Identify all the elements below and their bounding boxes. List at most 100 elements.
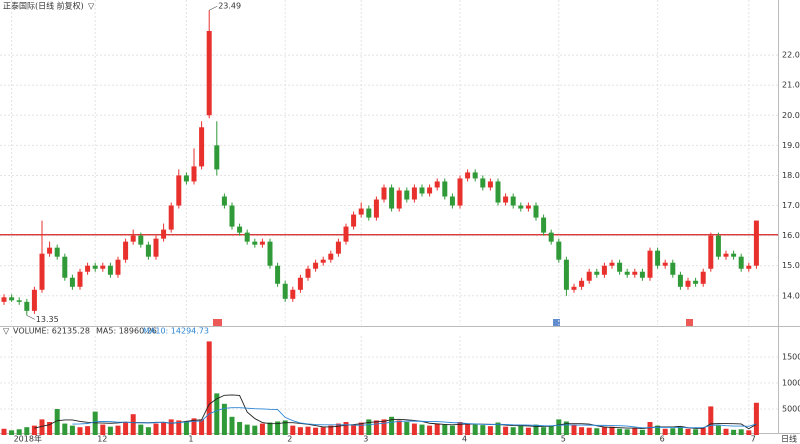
volume-bar (655, 425, 661, 435)
volume-bar (434, 423, 440, 435)
volume-label: VOLUME: 62135.28 (13, 327, 90, 336)
candle-body (381, 187, 387, 200)
candle-body (495, 181, 501, 203)
volume-bar (267, 422, 273, 435)
candle-body (252, 241, 258, 245)
event-icon[interactable] (553, 319, 560, 326)
candle-body (389, 187, 395, 209)
candle-body (77, 271, 83, 287)
period-label[interactable]: 日线 (781, 434, 797, 444)
candle-body (624, 271, 630, 275)
event-icon[interactable] (213, 319, 222, 326)
volume-bar (381, 419, 387, 435)
menu-icon[interactable]: ▽ (88, 2, 95, 11)
candle-body (9, 297, 15, 301)
volume-bar (9, 430, 15, 435)
volume-bar (153, 423, 159, 435)
volume-bar (571, 424, 577, 435)
candle-body (206, 30, 212, 116)
candle-body (738, 256, 744, 269)
candle-body (617, 262, 623, 272)
volume-bar (647, 422, 653, 435)
candle-body (92, 265, 98, 269)
volume-bar (373, 420, 379, 435)
candle-body (373, 199, 379, 218)
candle-body (313, 262, 319, 269)
volume-bar (351, 424, 357, 435)
volume-bar (670, 428, 676, 435)
x-tick-label: 1 (188, 435, 193, 444)
volume-bar (320, 427, 326, 435)
candle-body (24, 301, 30, 311)
volume-bar (123, 422, 129, 435)
candle-body (715, 235, 721, 257)
candle-body (100, 265, 106, 269)
candle-body (168, 205, 174, 230)
candle-body (351, 214, 357, 227)
candle-body (115, 259, 121, 275)
volume-bar (252, 425, 258, 435)
volume-bar (609, 426, 615, 435)
volume-bar (427, 425, 433, 435)
candle-body (297, 277, 303, 290)
volume-bar (693, 429, 699, 435)
volume-bar (510, 427, 516, 435)
volume-bar (594, 428, 600, 435)
volume-bar (183, 421, 189, 435)
x-tick-label: 12 (97, 435, 107, 444)
y-tick-label: 15.00 (782, 261, 800, 270)
volume-bar (723, 428, 729, 435)
volume-bar (662, 428, 668, 435)
volume-bar (259, 423, 265, 435)
volume-bar (639, 429, 645, 435)
candle-body (525, 205, 531, 209)
volume-bar (92, 411, 98, 435)
volume-bar (115, 425, 121, 435)
candle-body (130, 235, 136, 242)
candle-body (427, 187, 433, 194)
candle-body (647, 250, 653, 278)
candle-body (503, 196, 509, 203)
event-icon[interactable] (686, 319, 693, 326)
volume-bar (617, 428, 623, 435)
volume-bar (358, 422, 364, 435)
volume-bar (715, 425, 721, 435)
volume-bar (335, 423, 341, 435)
y-tick-label: 5000 (782, 405, 800, 414)
candle-body (62, 256, 68, 278)
candle-body (655, 250, 661, 266)
candle-body (662, 262, 668, 266)
candle-body (677, 274, 683, 287)
candle-body (563, 259, 569, 290)
volume-bar (85, 426, 91, 435)
candle-body (214, 145, 220, 170)
candle-body (541, 217, 547, 233)
candle-body (69, 277, 75, 287)
ma10-line (72, 407, 757, 429)
candle-body (480, 178, 486, 188)
volume-bar (601, 427, 607, 435)
candle-body (244, 232, 250, 242)
volume-bar (62, 423, 68, 435)
y-tick-label: 16.00 (782, 231, 800, 240)
candle-body (700, 271, 706, 284)
volume-bar (54, 409, 60, 435)
volume-bar (328, 425, 334, 435)
candle-body (723, 253, 729, 257)
volume-bar (69, 425, 75, 435)
candle-body (594, 271, 600, 275)
ma10-label: MA10: 14294.73 (143, 327, 209, 336)
volume-menu-icon[interactable]: ▽ (3, 327, 10, 336)
candle-body (465, 172, 471, 179)
x-tick-label: 2018年 (14, 434, 42, 444)
volume-bar (297, 427, 303, 435)
candle-body (586, 271, 592, 281)
candle-body (457, 178, 463, 206)
candle-body (229, 205, 235, 227)
candle-body (1, 297, 7, 302)
candle-body (449, 196, 455, 206)
candle-body (419, 187, 425, 194)
volume-bar (47, 422, 53, 435)
